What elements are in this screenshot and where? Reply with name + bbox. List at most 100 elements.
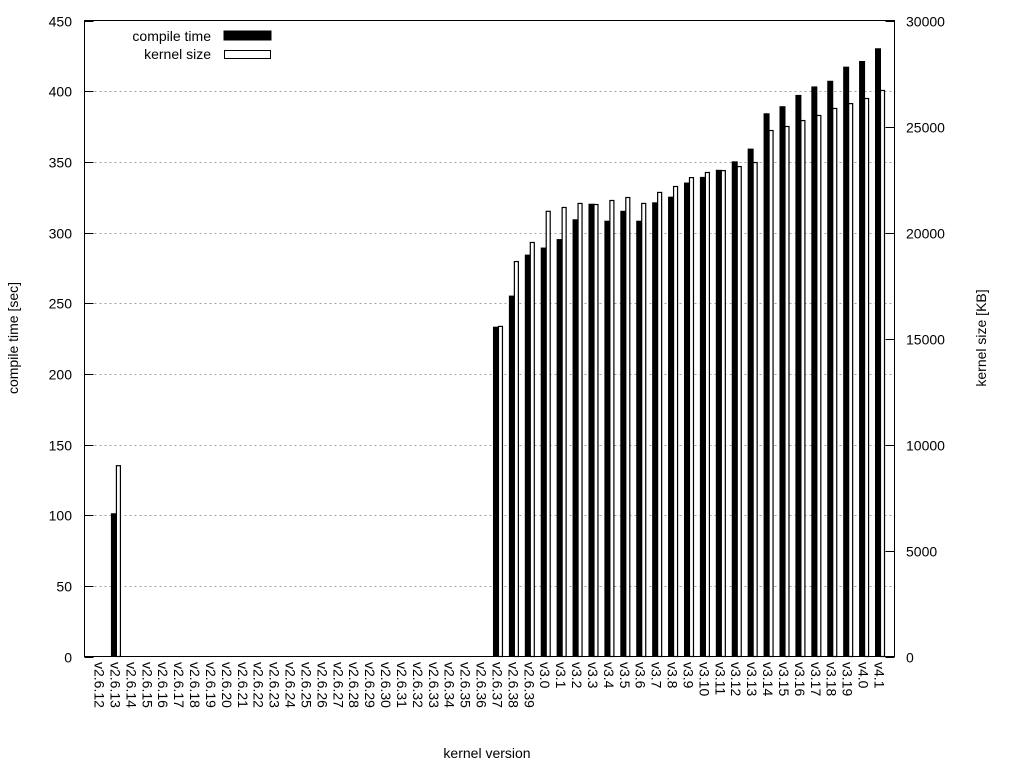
bar-compile-time [508, 295, 515, 657]
x-axis-label: kernel version [443, 745, 530, 761]
x-tick-label: v2.6.37 [489, 662, 505, 708]
bar-kernel-size [832, 107, 838, 658]
y2-tick-label: 10000 [906, 438, 945, 454]
x-tick-label: v2.6.38 [505, 662, 521, 708]
y2-tick-label: 20000 [906, 226, 945, 242]
bar-kernel-size [800, 119, 806, 658]
y2-tick-label: 0 [906, 650, 914, 666]
x-tick-label: v3.19 [840, 662, 856, 696]
bar-compile-time [875, 48, 881, 658]
bar-kernel-size [115, 465, 122, 658]
x-tick-label: v2.6.15 [139, 662, 155, 708]
x-tick-label: v2.6.16 [155, 662, 171, 708]
right-axis: 0 5000 10000 15000 20000 25000 30000 [885, 14, 945, 666]
x-tick-label: v2.6.14 [123, 662, 139, 708]
x-axis: v2.6.12 v2.6.13 v2.6.14 v2.6.15 v2.6.16 v2.6.… [92, 662, 888, 708]
x-tick-label: v3.15 [776, 662, 792, 696]
x-tick-label: v2.6.32 [410, 662, 426, 708]
y-tick-label: 150 [49, 438, 73, 454]
x-tick-label: v2.6.35 [458, 662, 474, 708]
bar-kernel-size [768, 129, 774, 658]
bar-compile-time [492, 326, 499, 657]
bar-compile-time [731, 161, 738, 657]
x-tick-label: v2.6.30 [378, 662, 394, 708]
legend-swatch-compile-time [223, 30, 272, 41]
bar-kernel-size [784, 125, 790, 658]
x-tick-label: v3.0 [537, 662, 553, 689]
bar-kernel-size [672, 185, 679, 658]
x-tick-label: v2.6.21 [235, 662, 251, 708]
y-tick-label: 450 [49, 14, 73, 30]
bar-compile-time [668, 196, 675, 658]
y-tick-label: 50 [56, 579, 72, 595]
x-tick-label: v2.6.22 [251, 662, 267, 708]
bar-compile-time [110, 513, 117, 658]
y-tick-label: 400 [49, 84, 73, 100]
plot-frame [84, 20, 895, 657]
bar-kernel-size [561, 206, 567, 658]
y-tick-label: 100 [49, 508, 73, 524]
x-tick-label: v3.16 [792, 662, 808, 696]
bar-kernel-size [879, 89, 886, 658]
x-tick-label: v3.6 [633, 662, 649, 689]
y-tick-label: 250 [49, 296, 73, 312]
bar-compile-time [556, 239, 563, 657]
x-tick-label: v2.6.39 [521, 662, 537, 708]
x-tick-label: v2.6.17 [171, 662, 187, 708]
x-tick-label: v2.6.18 [187, 662, 203, 708]
x-tick-label: v3.10 [696, 662, 712, 696]
x-tick-label: v3.7 [649, 662, 665, 689]
bar-kernel-size [752, 161, 758, 658]
x-tick-label: v4.1 [872, 662, 888, 689]
bar-kernel-size [641, 202, 647, 658]
bar-compile-time [699, 176, 706, 657]
x-tick-label: v3.13 [744, 662, 760, 696]
x-tick-label: v3.8 [665, 662, 681, 689]
x-tick-label: v4.0 [856, 662, 872, 689]
x-tick-label: v2.6.27 [330, 662, 346, 708]
x-tick-label: v2.6.23 [267, 662, 283, 708]
y2-tick-label: 25000 [906, 120, 945, 136]
legend-swatch-kernel-size [224, 50, 271, 59]
bar-kernel-size [688, 176, 695, 658]
x-tick-label: v3.5 [617, 662, 633, 689]
y-tick-label: 350 [49, 155, 73, 171]
bar-kernel-size [529, 241, 535, 658]
x-tick-label: v2.6.20 [219, 662, 235, 708]
x-tick-label: v3.4 [601, 662, 617, 689]
bar-kernel-size [545, 210, 551, 658]
legend: compile time kernel size [132, 28, 272, 62]
x-tick-label: v2.6.25 [298, 662, 314, 708]
x-tick-label: v2.6.33 [426, 662, 442, 708]
bar-compile-time [524, 254, 531, 657]
x-tick-label: v2.6.19 [203, 662, 219, 708]
bar-compile-time [572, 219, 579, 657]
bar-compile-time [795, 94, 802, 657]
left-axis: 0 50 100 150 200 250 300 350 400 450 [49, 14, 94, 666]
legend-label-kernel-size: kernel size [144, 46, 211, 62]
bar-compile-time [652, 202, 659, 657]
bars [110, 48, 886, 658]
x-tick-label: v3.3 [585, 662, 601, 689]
bar-kernel-size [863, 97, 870, 658]
bar-compile-time [827, 80, 834, 658]
x-tick-label: v2.6.28 [346, 662, 362, 708]
y-tick-label: 200 [49, 367, 73, 383]
bar-kernel-size [593, 203, 599, 658]
x-tick-label: v3.18 [824, 662, 840, 696]
x-tick-label: v3.17 [808, 662, 824, 696]
y-tick-label: 300 [49, 226, 73, 242]
bar-compile-time [620, 210, 627, 658]
bar-kernel-size [609, 199, 615, 658]
x-tick-label: v2.6.31 [394, 662, 410, 708]
bar-compile-time [540, 247, 547, 657]
y2-tick-label: 15000 [906, 332, 945, 348]
y-tick-label: 0 [64, 650, 72, 666]
x-tick-label: v2.6.29 [362, 662, 378, 708]
y2-axis-label: kernel size [KB] [973, 289, 989, 386]
y-axis-label: compile time [sec] [5, 282, 21, 394]
bar-compile-time [843, 66, 850, 657]
bar-kernel-size [577, 202, 583, 658]
x-tick-label: v3.11 [712, 662, 728, 695]
bar-kernel-size [720, 169, 726, 658]
